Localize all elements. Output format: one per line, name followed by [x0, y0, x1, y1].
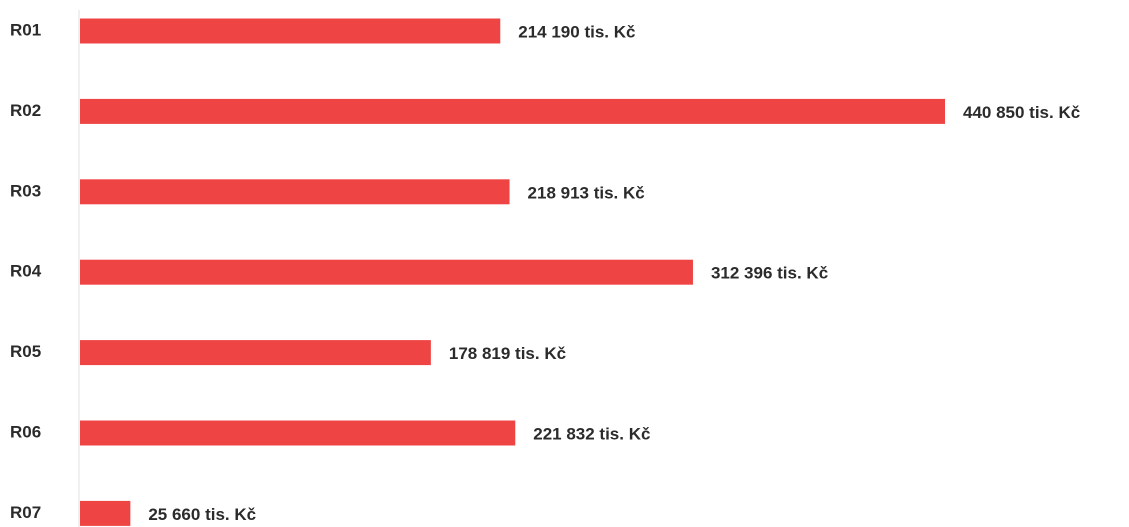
bar: [80, 18, 501, 44]
bar: [80, 500, 131, 526]
category-label: R07: [10, 503, 41, 522]
category-label: R05: [10, 342, 41, 361]
value-label: 440 850 tis. Kč: [963, 103, 1080, 122]
category-label: R01: [10, 20, 41, 39]
value-label: 312 396 tis. Kč: [711, 264, 828, 283]
bar: [80, 259, 693, 285]
bar: [80, 340, 431, 366]
bar: [80, 179, 510, 205]
bar: [80, 98, 945, 124]
category-label: R03: [10, 181, 41, 200]
value-label: 25 660 tis. Kč: [148, 505, 256, 524]
value-label: 218 913 tis. Kč: [528, 183, 645, 202]
category-label: R06: [10, 422, 41, 441]
value-label: 221 832 tis. Kč: [533, 424, 650, 443]
value-label: 178 819 tis. Kč: [449, 344, 566, 363]
bar: [80, 420, 516, 446]
value-label: 214 190 tis. Kč: [518, 22, 635, 41]
category-label: R02: [10, 101, 41, 120]
category-label: R04: [10, 262, 42, 281]
